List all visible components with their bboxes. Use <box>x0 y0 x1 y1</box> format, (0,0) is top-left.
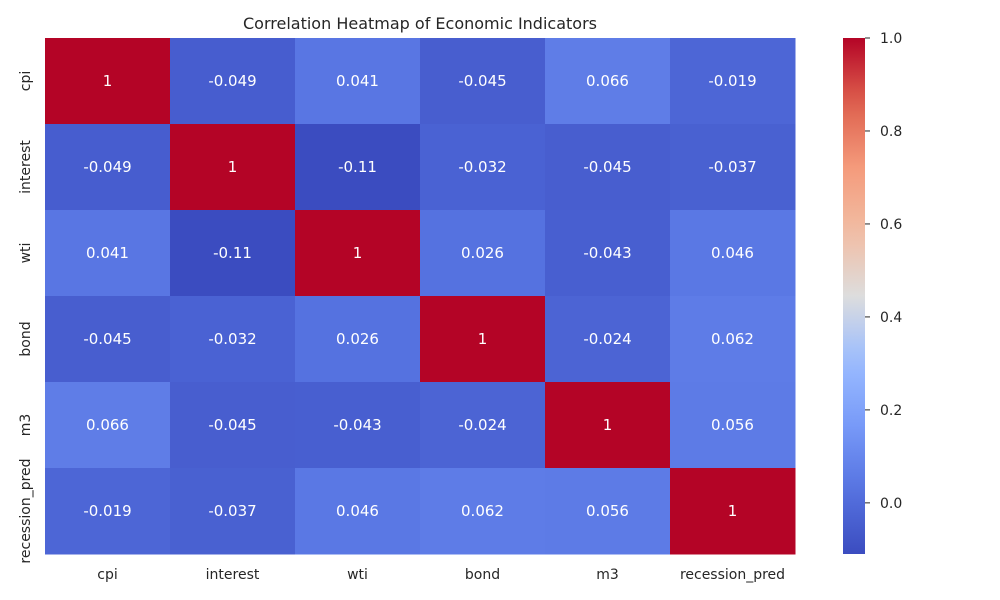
heatmap-cell-value: 1 <box>728 502 738 520</box>
x-tick-label: cpi <box>97 567 117 583</box>
x-tick-label: interest <box>206 567 260 583</box>
heatmap-cell <box>170 382 296 469</box>
x-tick-label: m3 <box>596 567 619 583</box>
y-tick-label: m3 <box>18 414 34 437</box>
heatmap-cell-value: -0.11 <box>338 158 377 176</box>
colorbar-tick-label: 1.0 <box>880 31 902 47</box>
heatmap-cell-value: -0.045 <box>83 330 131 348</box>
heatmap-cell <box>295 468 421 555</box>
heatmap-cell-value: 1 <box>228 158 238 176</box>
heatmap-cell-value: 0.026 <box>336 330 379 348</box>
heatmap-cell <box>670 124 796 211</box>
heatmap-cell <box>670 296 796 383</box>
colorbar-tick-label: 0.6 <box>880 217 902 233</box>
heatmap-cell <box>420 296 546 383</box>
heatmap-cell <box>45 468 171 555</box>
heatmap-cell-value: -0.024 <box>583 330 631 348</box>
heatmap-cell <box>420 124 546 211</box>
y-tick-labels: cpi interest wti bond m3 recession_pred <box>18 71 34 564</box>
heatmap-cell <box>295 124 421 211</box>
heatmap-cell <box>670 382 796 469</box>
heatmap-cell <box>45 296 171 383</box>
y-tick-label: cpi <box>18 71 34 91</box>
heatmap-cell <box>545 468 671 555</box>
heatmap-cell <box>45 382 171 469</box>
y-tick-label: interest <box>18 140 34 194</box>
heatmap-cell <box>545 210 671 297</box>
heatmap-cell-value: -0.024 <box>458 416 506 434</box>
heatmap-cell <box>295 296 421 383</box>
heatmap-cells: 1 -0.049 0.041 -0.045 0.066 -0.019 -0.049 1 -0.1… <box>45 38 796 555</box>
heatmap-cell <box>170 468 296 555</box>
heatmap-cell-value: -0.049 <box>208 72 256 90</box>
heatmap-cell-value: 0.056 <box>586 502 629 520</box>
heatmap-cell-value: -0.019 <box>83 502 131 520</box>
heatmap-cell <box>170 210 296 297</box>
colorbar: 0.0 0.2 0.4 0.6 0.8 1.0 <box>843 31 902 554</box>
heatmap-cell <box>545 38 671 125</box>
colorbar-tick-label: 0.2 <box>880 403 902 419</box>
heatmap-cell <box>420 210 546 297</box>
y-tick-label: recession_pred <box>18 458 34 563</box>
heatmap-cell <box>170 296 296 383</box>
colorbar-tick-label: 0.8 <box>880 124 902 140</box>
heatmap-cell-value: 0.046 <box>336 502 379 520</box>
heatmap-cell <box>670 210 796 297</box>
heatmap-cell-value: -0.043 <box>333 416 381 434</box>
heatmap-cell-value: -0.11 <box>213 244 252 262</box>
chart-title: Correlation Heatmap of Economic Indicato… <box>243 14 597 33</box>
heatmap-cell-value: 0.066 <box>586 72 629 90</box>
heatmap-cell <box>170 124 296 211</box>
heatmap-cell-value: -0.045 <box>583 158 631 176</box>
heatmap-cell <box>295 210 421 297</box>
y-tick-label: wti <box>18 243 34 264</box>
heatmap-cell <box>420 38 546 125</box>
colorbar-gradient <box>843 38 865 554</box>
x-tick-labels: cpi interest wti bond m3 recession_pred <box>97 567 785 583</box>
heatmap-cell <box>295 382 421 469</box>
heatmap-cell-value: 0.026 <box>461 244 504 262</box>
heatmap-cell-value: 0.066 <box>86 416 129 434</box>
heatmap-cell-value: 0.062 <box>461 502 504 520</box>
heatmap-cell <box>545 296 671 383</box>
heatmap-cell-value: -0.019 <box>708 72 756 90</box>
heatmap-cell-value: -0.037 <box>708 158 756 176</box>
heatmap-cell-value: -0.037 <box>208 502 256 520</box>
heatmap-cell <box>545 124 671 211</box>
heatmap-cell-value: 1 <box>353 244 363 262</box>
heatmap-cell-value: 0.046 <box>711 244 754 262</box>
x-tick-label: wti <box>347 567 368 583</box>
heatmap-cell <box>545 382 671 469</box>
x-tick-label: bond <box>465 567 500 583</box>
heatmap-cell <box>670 468 796 555</box>
heatmap-cell <box>45 38 171 125</box>
heatmap-cell-value: -0.032 <box>458 158 506 176</box>
heatmap-cell <box>45 124 171 211</box>
heatmap-cell-value: 0.056 <box>711 416 754 434</box>
x-tick-label: recession_pred <box>680 567 785 583</box>
heatmap-cell <box>45 210 171 297</box>
y-tick-label: bond <box>18 321 34 356</box>
heatmap-cell-value: 1 <box>103 72 113 90</box>
heatmap-cell <box>295 38 421 125</box>
heatmap-cell-value: -0.045 <box>208 416 256 434</box>
colorbar-tick-label: 0.4 <box>880 310 902 326</box>
heatmap-cell-value: 0.041 <box>336 72 379 90</box>
heatmap-cell <box>170 38 296 125</box>
heatmap-cell-value: -0.043 <box>583 244 631 262</box>
heatmap-cell-value: 0.062 <box>711 330 754 348</box>
heatmap-cell-value: 1 <box>478 330 488 348</box>
heatmap-cell <box>420 382 546 469</box>
heatmap-cell-value: 0.041 <box>86 244 129 262</box>
heatmap-cell <box>420 468 546 555</box>
heatmap-cell <box>670 38 796 125</box>
heatmap-cell-value: -0.032 <box>208 330 256 348</box>
heatmap-cell-value: 1 <box>603 416 613 434</box>
heatmap-cell-value: -0.049 <box>83 158 131 176</box>
colorbar-tick-label: 0.0 <box>880 496 902 512</box>
heatmap-cell-value: -0.045 <box>458 72 506 90</box>
